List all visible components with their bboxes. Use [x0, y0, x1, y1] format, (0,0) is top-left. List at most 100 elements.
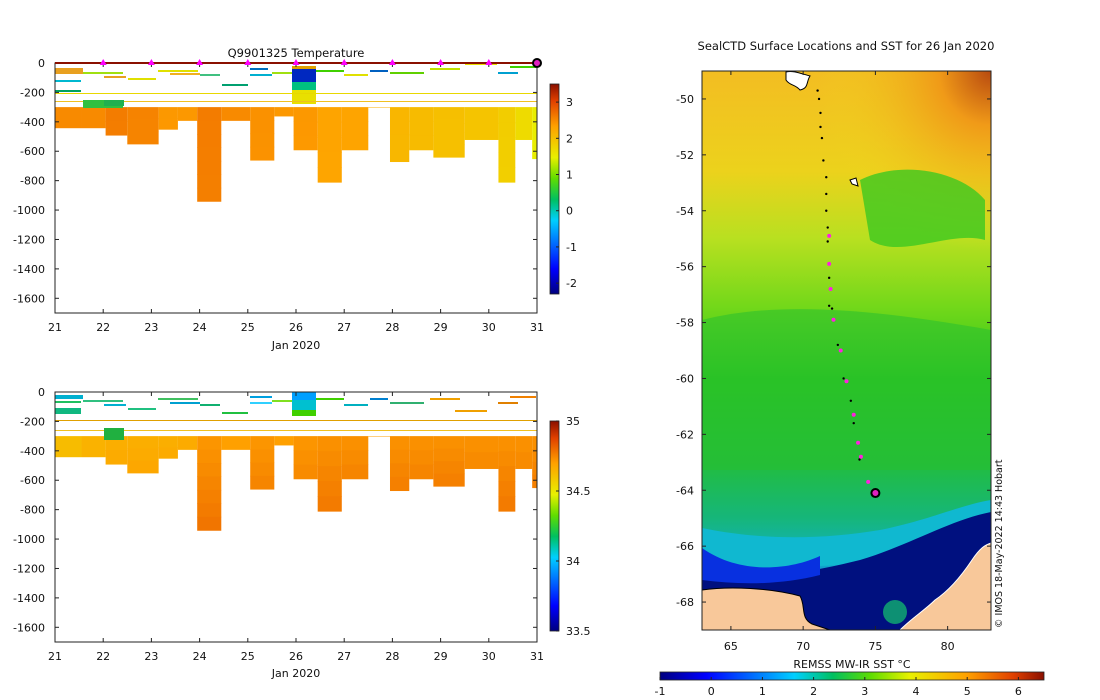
profile-cell [81, 107, 106, 129]
sst-colorbar-ticks: -1 0 1 2 3 4 5 6 [655, 677, 1022, 698]
track-point [842, 377, 845, 380]
profile-cell [197, 134, 222, 148]
x-tick-label: 27 [337, 321, 351, 334]
sst-colorbar-tick-label: 2 [810, 685, 817, 698]
profile-cell [293, 436, 318, 451]
sst-field [702, 71, 991, 630]
antarctic-coast-land-east [899, 542, 991, 630]
y-tick-label: -1200 [13, 233, 45, 246]
heard-island [849, 177, 859, 187]
profile-cell [197, 147, 222, 162]
profile-cell [293, 107, 318, 122]
profile-cell [81, 436, 106, 458]
temperature-colorbar-gradient [549, 83, 560, 295]
profile-cell [317, 152, 342, 168]
profile-cell [158, 107, 178, 119]
temperature-y-ticks: 0 -200 -400 -600 -800 -1000 -1200 -1400 -1600 [13, 57, 537, 305]
profile-cell [341, 121, 369, 137]
map-x-tick-label: 70 [796, 640, 810, 653]
track-point [819, 125, 822, 129]
profile-cell [532, 107, 537, 121]
profile-cell [515, 436, 533, 453]
profile-cell [317, 481, 342, 497]
profile-cell [158, 447, 178, 459]
profile-cell [55, 107, 82, 129]
map-y-ticks: -50 -52 -54 -56 -58 -60 -62 -64 -66 -68 [676, 93, 991, 609]
x-tick-label: 30 [482, 650, 496, 663]
profile-cell [197, 476, 222, 491]
latest-profile-marker [532, 58, 542, 68]
salinity-axes-frame [54, 391, 538, 643]
track-point [816, 89, 819, 92]
y-tick-label: 0 [38, 57, 45, 70]
profile-cell [197, 503, 222, 518]
map-x-tick-label: 80 [941, 640, 955, 653]
profile-cell [433, 144, 465, 158]
imos-watermark: © IMOS 18-May-2022 14:43 Hobart [994, 459, 1005, 628]
profile-cell [464, 123, 499, 140]
profile-cell [197, 463, 222, 477]
y-tick-label: -1000 [13, 533, 45, 546]
profile-cell [250, 133, 275, 148]
profile-cell [464, 107, 499, 124]
sst-green-band [702, 309, 991, 470]
colorbar-tick-label: 34 [566, 555, 580, 568]
x-tick-label: 29 [434, 321, 448, 334]
sst-colorbar-label: REMSS MW-IR SST °C [793, 658, 911, 671]
profile-cell [532, 132, 537, 147]
profile-cell [341, 107, 369, 122]
sst-colorbar-tick-label: 6 [1015, 685, 1022, 698]
profile-cell [498, 466, 516, 482]
map-y-tick-label: -52 [676, 149, 694, 162]
salinity-x-ticks: 21 22 23 24 25 26 27 28 29 30 31 [48, 392, 544, 663]
map-y-tick-label: -64 [676, 484, 694, 497]
profile-position [858, 454, 863, 459]
map-y-tick-label: -54 [676, 205, 694, 218]
y-tick-label: -200 [20, 86, 45, 99]
temperature-surface-streaks [55, 63, 537, 108]
temperature-x-ticks: 21 22 23 24 25 26 27 28 29 30 31 [48, 63, 544, 334]
profile-cell [274, 436, 294, 446]
map-y-tick-label: -68 [676, 596, 694, 609]
profile-cell [221, 107, 251, 121]
colorbar-tick-label: 35 [566, 415, 580, 428]
x-tick-label: 22 [96, 321, 110, 334]
profile-cell [177, 107, 198, 121]
y-tick-label: 0 [38, 386, 45, 399]
y-tick-label: -400 [20, 116, 45, 129]
x-tick-label: 25 [241, 650, 255, 663]
profile-cell [498, 496, 516, 512]
profile-cell [409, 135, 434, 151]
profile-cell [127, 436, 159, 449]
profile-cell [293, 464, 318, 480]
sst-map: SealCTD Surface Locations and SST for 26… [655, 39, 1045, 698]
profile-cell [341, 436, 369, 451]
profile-cell [389, 449, 410, 464]
profile-cell [250, 436, 275, 450]
temperature-section-plot: Q9901325 Temperature [13, 46, 577, 352]
track-point [817, 97, 821, 101]
x-tick-label: 25 [241, 321, 255, 334]
map-x-tick-label: 65 [724, 640, 738, 653]
y-tick-label: -1600 [13, 292, 45, 305]
profile-cell [409, 121, 434, 137]
x-tick-label: 24 [193, 321, 207, 334]
profile-cell [515, 452, 533, 469]
profile-cell [368, 436, 390, 437]
sst-colorbar-tick-label: 1 [759, 685, 766, 698]
profile-cell [409, 107, 434, 122]
map-y-tick-label: -56 [676, 261, 694, 274]
profile-cell [197, 160, 222, 175]
colorbar-tick-label: 1 [566, 169, 573, 182]
profile-marker [437, 59, 445, 65]
sst-colorbar-tick-label: 0 [708, 685, 715, 698]
profile-cell [105, 450, 128, 465]
colorbar-tick-label: 3 [566, 96, 573, 109]
profile-cell [433, 132, 465, 146]
map-x-ticks: 65 70 75 80 [724, 71, 955, 653]
profile-cell [250, 146, 275, 161]
profile-cell [498, 152, 516, 168]
y-tick-label: -1200 [13, 562, 45, 575]
profile-cell [197, 174, 222, 189]
sst-colorbar: REMSS MW-IR SST °C -1 0 1 2 3 4 5 6 [655, 658, 1045, 698]
